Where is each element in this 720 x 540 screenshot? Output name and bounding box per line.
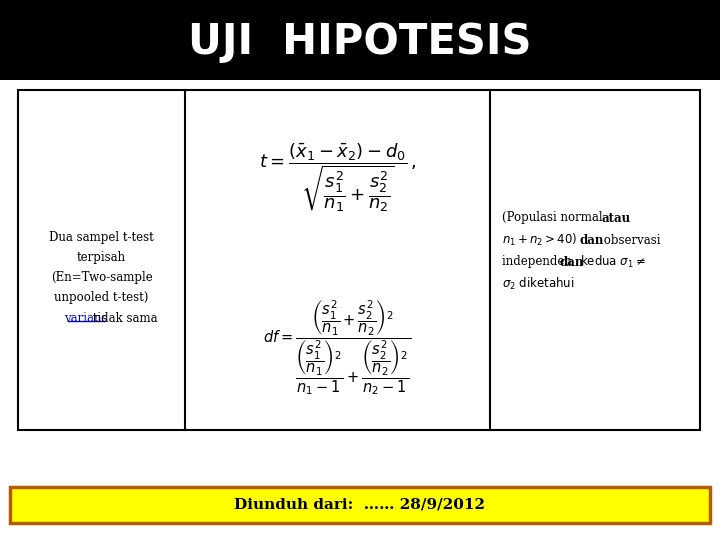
Text: kedua $\sigma_1 \neq$: kedua $\sigma_1 \neq$ [580, 254, 646, 270]
Text: (Populasi normal: (Populasi normal [502, 212, 606, 225]
Text: $\sigma_2$ diketahui: $\sigma_2$ diketahui [502, 276, 575, 292]
Text: observasi: observasi [600, 233, 660, 246]
Text: unpooled t-test): unpooled t-test) [54, 292, 149, 305]
Text: Dua sampel t-test: Dua sampel t-test [49, 232, 154, 245]
Text: dan: dan [580, 233, 604, 246]
Text: tidak sama: tidak sama [89, 312, 158, 325]
Bar [0, 0, 720, 80]
Text: varians: varians [64, 312, 107, 325]
Text: dan: dan [560, 255, 585, 268]
Text: $df = \dfrac{\left(\dfrac{s_1^2}{n_1} + \dfrac{s_2^2}{n_2}\right)^2}{\dfrac{\lef: $df = \dfrac{\left(\dfrac{s_1^2}{n_1} + … [264, 299, 412, 397]
Text: $n_1 + n_2 > 40)$: $n_1 + n_2 > 40)$ [502, 232, 577, 248]
Bar [10, 487, 710, 523]
Text: Diunduh dari:  …… 28/9/2012: Diunduh dari: …… 28/9/2012 [235, 498, 485, 512]
Text: (En=Two-sample: (En=Two-sample [50, 272, 153, 285]
Text: independen: independen [502, 255, 575, 268]
Text: $t = \dfrac{(\bar{x}_1 - \bar{x}_2) - d_0}{\sqrt{\dfrac{s_1^2}{n_1} + \dfrac{s_2: $t = \dfrac{(\bar{x}_1 - \bar{x}_2) - d_… [259, 142, 416, 214]
Bar [18, 90, 700, 430]
Text: terpisah: terpisah [77, 252, 126, 265]
Text: UJI  HIPOTESIS: UJI HIPOTESIS [188, 21, 532, 63]
Text: atau: atau [602, 212, 631, 225]
